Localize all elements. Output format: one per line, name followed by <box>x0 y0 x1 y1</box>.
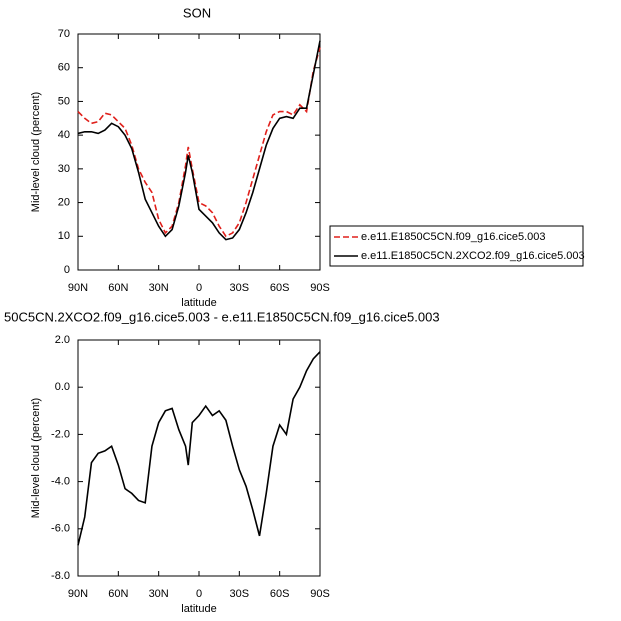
x-tick-label: 60S <box>270 588 290 600</box>
x-tick-label: 90S <box>310 282 330 294</box>
y-tick-label: -4.0 <box>51 476 70 488</box>
data-line <box>77 40 321 241</box>
y-tick-label: -6.0 <box>51 523 70 535</box>
plot-frame <box>77 339 321 577</box>
x-tick-label: 30S <box>230 588 250 600</box>
legend-box <box>329 225 584 267</box>
data-line <box>77 351 321 546</box>
legend-label: e.e11.E1850C5CN.2XCO2.f09_g16.cice5.003 <box>361 250 585 262</box>
y-axis-label: Mid-level cloud (percent) <box>30 398 42 518</box>
y-tick-label: 60 <box>58 62 70 74</box>
x-axis-label: latitude <box>181 603 216 615</box>
x-tick-label: 90N <box>68 282 88 294</box>
y-tick-label: -8.0 <box>51 570 70 582</box>
x-tick-label: 0 <box>196 282 202 294</box>
x-tick-label: 60N <box>108 588 128 600</box>
y-tick-label: 50 <box>58 95 70 107</box>
y-tick-label: 70 <box>58 28 70 40</box>
chart-title: 50C5CN.2XCO2.f09_g16.cice5.003 - e.e11.E… <box>4 309 440 324</box>
y-tick-label: 2.0 <box>55 334 70 346</box>
x-tick-label: 30N <box>149 588 169 600</box>
x-tick-label: 60N <box>108 282 128 294</box>
y-tick-label: -2.0 <box>51 428 70 440</box>
data-line <box>77 47 321 238</box>
y-tick-label: 30 <box>58 163 70 175</box>
x-tick-label: 30S <box>230 282 250 294</box>
y-tick-label: 10 <box>58 230 70 242</box>
chart-title: SON <box>183 5 211 20</box>
x-tick-label: 60S <box>270 282 290 294</box>
x-axis-label: latitude <box>181 297 216 309</box>
y-axis-label: Mid-level cloud (percent) <box>30 92 42 212</box>
x-tick-label: 0 <box>196 588 202 600</box>
x-tick-label: 90S <box>310 588 330 600</box>
x-tick-label: 30N <box>149 282 169 294</box>
y-tick-label: 0 <box>64 264 70 276</box>
y-tick-label: 20 <box>58 196 70 208</box>
legend-label: e.e11.E1850C5CN.f09_g16.cice5.003 <box>361 231 546 243</box>
y-tick-label: 40 <box>58 129 70 141</box>
y-tick-label: 0.0 <box>55 381 70 393</box>
plot-frame <box>77 33 321 271</box>
x-tick-label: 90N <box>68 588 88 600</box>
